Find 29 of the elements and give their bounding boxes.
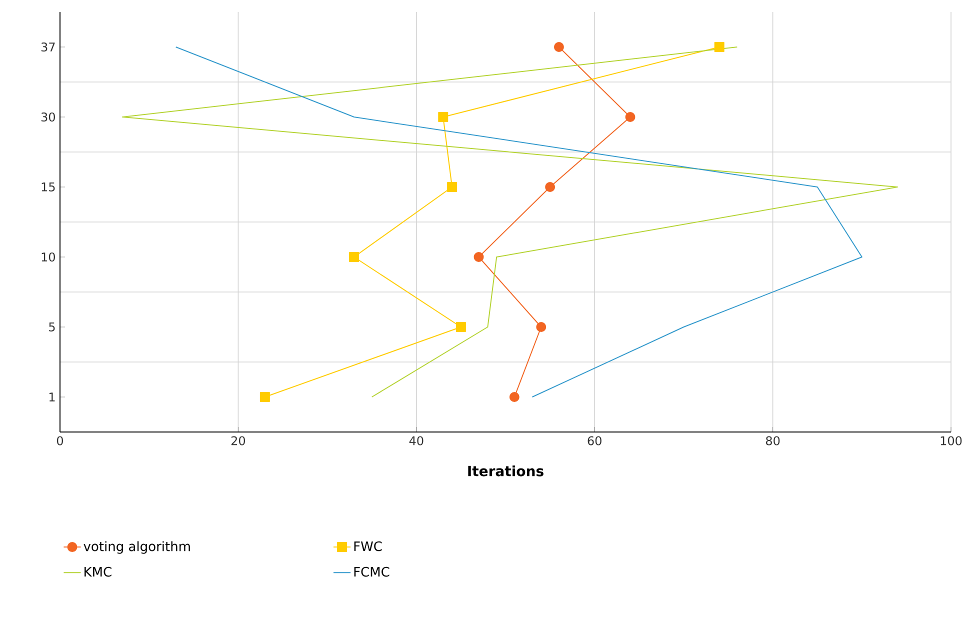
point — [554, 42, 564, 52]
y-tick-label: 5 — [49, 322, 55, 332]
legend-label: KMC — [84, 566, 112, 577]
legend-label: FCMC — [354, 566, 390, 577]
legend-label: FWC — [354, 541, 382, 552]
point — [349, 252, 360, 262]
y-tick-label: 37 — [41, 42, 55, 52]
point — [509, 392, 520, 402]
point — [536, 322, 546, 332]
y-tick-label: 30 — [41, 112, 55, 122]
x-tick-label: 60 — [588, 436, 602, 446]
x-tick-label: 0 — [56, 436, 64, 446]
point — [438, 112, 448, 122]
x-tick-label: 80 — [766, 436, 780, 446]
legend-label: voting algorithm — [84, 541, 190, 554]
point — [260, 392, 270, 402]
point — [456, 322, 466, 332]
point — [545, 182, 556, 192]
point — [625, 112, 636, 122]
y-tick-label: 1 — [49, 392, 55, 402]
y-tick-label: 15 — [42, 182, 55, 192]
x-tick-label: 20 — [231, 436, 246, 446]
x-tick-label: 100 — [940, 436, 962, 446]
point — [447, 182, 458, 192]
point — [714, 42, 724, 52]
x-axis-title: Iterations — [468, 465, 544, 476]
x-tick-label: 40 — [409, 436, 424, 446]
point — [474, 252, 484, 262]
y-tick-label: 10 — [42, 252, 55, 262]
